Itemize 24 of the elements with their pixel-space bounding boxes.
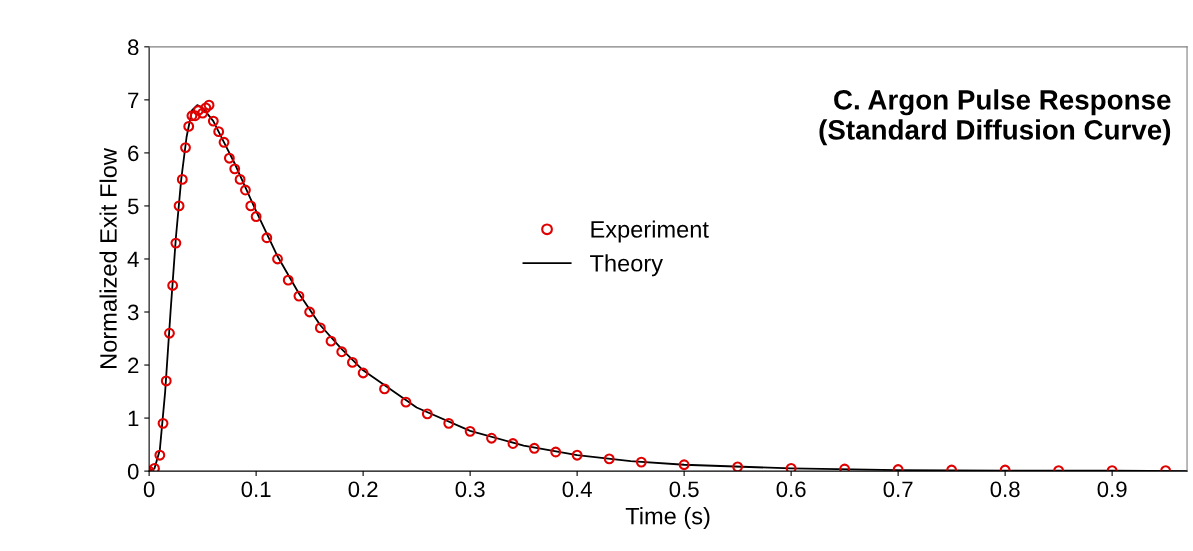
y-tick-label: 5: [127, 198, 139, 215]
y-tick-label: 3: [127, 304, 139, 321]
y-tick-label: 1: [128, 410, 139, 427]
x-tick-label: 0.7: [883, 481, 913, 498]
y-tick-label: 7: [128, 92, 139, 108]
text: C. Argon Pulse Response (Standard Diffusion Curve): [819, 89, 1171, 146]
legend-label: Theory: [590, 254, 663, 277]
x-tick-label: 0.4: [562, 481, 592, 498]
x-tick-label: 0.3: [455, 481, 485, 498]
legend-label: Experiment: [591, 220, 709, 243]
x-tick-label: 0.2: [348, 481, 378, 498]
y-tick-label: 4: [127, 251, 139, 268]
x-tick-label: 0.9: [1097, 481, 1127, 498]
y-axis-title: Normalized Exit Flow: [99, 148, 117, 368]
y-tick-label: 6: [128, 145, 139, 162]
y-tick-label: 2: [128, 357, 139, 374]
x-tick-label: 0: [143, 481, 155, 498]
y-tick-label: 0: [127, 463, 139, 480]
x-tick-label: 0.8: [990, 481, 1020, 498]
x-axis-title: Time (s): [625, 507, 710, 530]
x-tick-label: 0.6: [776, 481, 806, 498]
x-tick-label: 0.1: [241, 481, 271, 498]
x-tick-label: 0.5: [669, 481, 699, 498]
y-tick-label: 8: [128, 39, 139, 56]
